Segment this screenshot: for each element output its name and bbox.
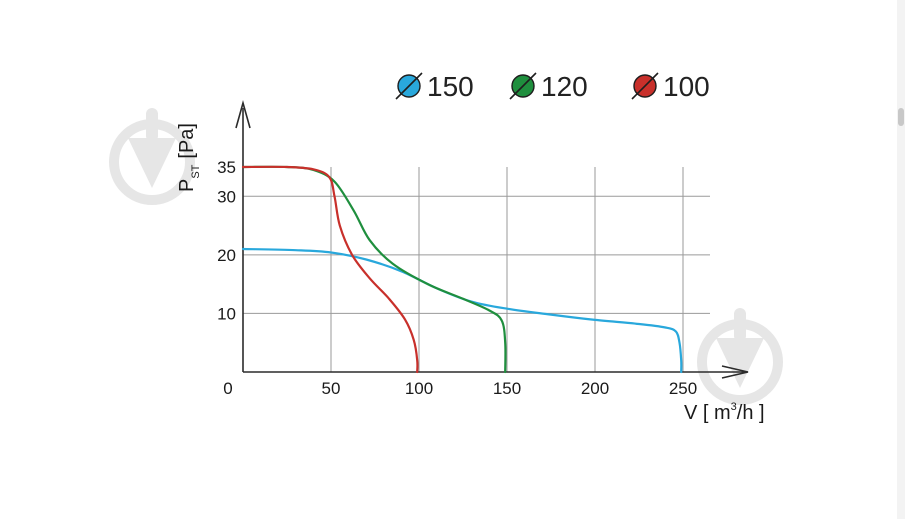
diameter-slash xyxy=(509,72,537,100)
diameter-slash xyxy=(395,72,423,100)
watermark-logo-right xyxy=(697,308,783,405)
series-line-120 xyxy=(241,165,507,374)
legend-label: 120 xyxy=(541,71,588,102)
x-tick-label: 250 xyxy=(669,379,697,398)
scrollbar[interactable] xyxy=(897,0,905,519)
y-axis-label: PST[Pa] xyxy=(176,123,202,192)
x-tick-label: 150 xyxy=(493,379,521,398)
diameter-slash xyxy=(631,72,659,100)
scrollbar-thumb[interactable] xyxy=(898,108,904,126)
x-tick-label: 200 xyxy=(581,379,609,398)
y-axis-arrow xyxy=(235,100,251,129)
series-lines xyxy=(241,165,683,374)
x-axis-arrow xyxy=(721,365,749,379)
legend-item-150: 150 xyxy=(395,71,474,102)
x-tick-label: 0 xyxy=(223,379,232,398)
legend: 150 120 100 xyxy=(395,71,710,102)
series-line-100 xyxy=(241,165,419,374)
axes xyxy=(235,100,749,379)
series-line-150 xyxy=(241,247,683,374)
legend-item-120: 120 xyxy=(509,71,588,102)
legend-item-100: 100 xyxy=(631,71,710,102)
tick-labels: 0 50 100 150 200 250 10 20 30 35 xyxy=(217,158,697,398)
y-tick-label: 35 xyxy=(217,158,236,177)
y-tick-label: 10 xyxy=(217,304,236,323)
legend-label: 150 xyxy=(427,71,474,102)
x-axis-label: V [ m3/h ] xyxy=(684,401,765,424)
x-tick-label: 100 xyxy=(405,379,433,398)
x-tick-label: 50 xyxy=(322,379,341,398)
grid xyxy=(243,167,710,372)
legend-label: 100 xyxy=(663,71,710,102)
y-tick-label: 30 xyxy=(217,187,236,206)
y-tick-label: 20 xyxy=(217,246,236,265)
watermark-logo-left xyxy=(109,108,195,205)
